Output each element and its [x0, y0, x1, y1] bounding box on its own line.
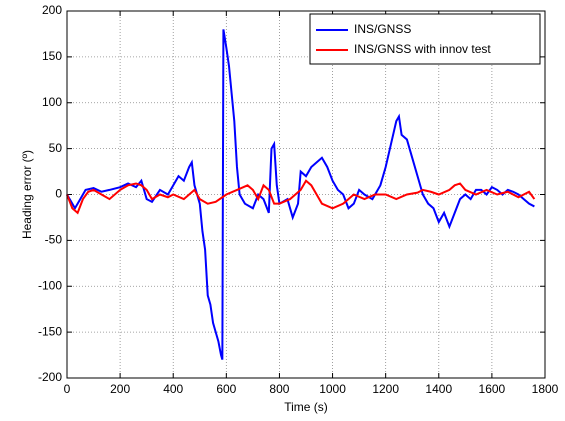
legend-label: INS/GNSS — [354, 22, 411, 36]
legend-box — [309, 13, 541, 65]
y-tick-label: 200 — [42, 3, 62, 17]
x-tick-label: 1400 — [425, 382, 452, 396]
x-tick-label: 1000 — [319, 382, 346, 396]
x-tick-label: 1600 — [479, 382, 506, 396]
x-tick-label: 800 — [269, 382, 289, 396]
x-tick-label: 200 — [110, 382, 130, 396]
y-axis-label: Heading error (º) — [20, 150, 34, 239]
y-tick-label: -200 — [38, 370, 62, 384]
x-tick-label: 0 — [64, 382, 71, 396]
y-tick-label: -150 — [38, 324, 62, 338]
y-tick-label: 100 — [42, 95, 62, 109]
y-tick-label: -50 — [45, 233, 63, 247]
x-axis-label: Time (s) — [284, 400, 328, 414]
x-tick-label: 600 — [216, 382, 236, 396]
series-line — [66, 179, 536, 215]
y-tick-label: 0 — [55, 187, 62, 201]
x-tick-label: 1800 — [532, 382, 559, 396]
series-line — [66, 29, 535, 360]
x-tick-label: 1200 — [372, 382, 399, 396]
y-tick-label: 150 — [42, 49, 62, 63]
legend-label: INS/GNSS with innov test — [354, 42, 491, 56]
plot-frame — [66, 10, 546, 379]
y-tick-label: 50 — [49, 141, 63, 155]
x-tick-label: 400 — [163, 382, 183, 396]
y-tick-label: -100 — [38, 278, 62, 292]
